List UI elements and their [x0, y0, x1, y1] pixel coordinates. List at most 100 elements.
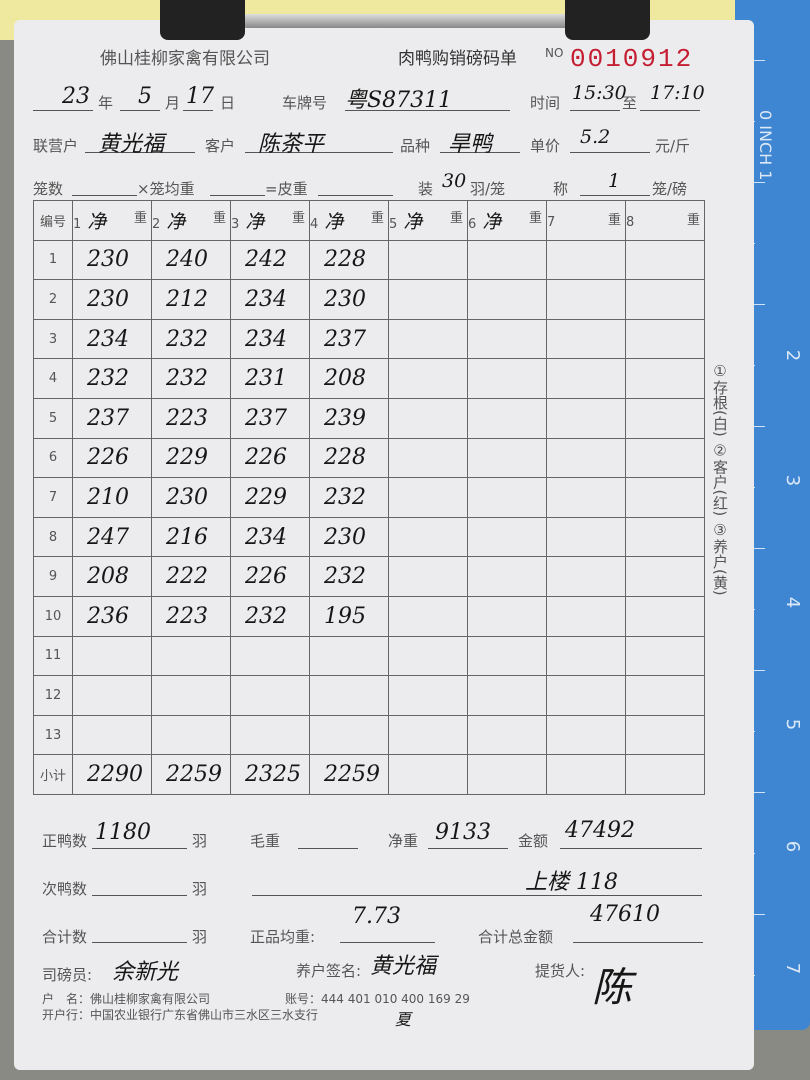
empty-cell [230, 675, 310, 716]
weight-cell: 229 [151, 437, 231, 479]
column-number: 5 [389, 216, 398, 232]
empty-cell [546, 595, 626, 637]
weight-cell: 234 [230, 516, 310, 558]
weight-value: 231 [245, 366, 287, 392]
empty-cell [467, 595, 547, 637]
column-header: 7 重 [546, 200, 626, 241]
subtotal-value: 2325 [245, 762, 301, 788]
column-number: 3 [231, 216, 240, 232]
empty-cell [546, 516, 626, 558]
empty-cell [625, 437, 705, 479]
weight-cell: 239 [309, 397, 389, 439]
empty-cell [467, 675, 547, 716]
column-unit: 重 [686, 213, 700, 229]
year: 23 [62, 84, 90, 109]
empty-cell [546, 279, 626, 320]
empty-cell [151, 714, 231, 756]
weight-value: 232 [324, 484, 366, 510]
empty-cell [546, 239, 626, 281]
weigh-label: 称 [553, 180, 569, 198]
empty-cell [625, 635, 705, 677]
column-unit: 重 [133, 210, 147, 226]
row-number: 12 [33, 675, 73, 716]
total-count-label: 合计数 [42, 928, 88, 946]
day-label: 日 [220, 94, 236, 112]
column-mark: 净 [403, 210, 423, 233]
unit-label: 羽 [192, 928, 208, 946]
weight-cell: 237 [309, 318, 389, 360]
ruler-number: 7 [782, 962, 804, 975]
empty-cell [467, 556, 547, 597]
cages-label: 笼数 [33, 180, 64, 198]
weight-value: 216 [166, 524, 208, 550]
header-no: 编号 [33, 200, 73, 241]
weight-cell: 230 [309, 279, 389, 320]
weight-value: 208 [324, 366, 366, 392]
weight-value: 234 [245, 524, 287, 550]
empty-cell [309, 675, 389, 716]
plate-label: 车牌号 [282, 94, 328, 112]
empty-cell [467, 516, 547, 558]
time-from: 15:30 [572, 82, 627, 104]
weight-cell: 234 [72, 318, 152, 360]
subtotal-label: 小计 [33, 754, 73, 795]
empty-cell [388, 279, 468, 320]
empty-cell [309, 714, 389, 756]
weight-value: 226 [245, 445, 287, 471]
weight-cell: 232 [230, 595, 310, 637]
row-number: 5 [33, 397, 73, 439]
unit-price: 5.2 [580, 126, 611, 148]
net-weight: 9133 [435, 820, 491, 845]
empty-cell [388, 595, 468, 637]
farmer-sign-label: 养户签名: [296, 962, 362, 980]
column-number: 2 [152, 216, 161, 232]
column-header: 6 净 重 [467, 200, 547, 241]
column-unit: 重 [291, 210, 305, 226]
row-number: 3 [33, 318, 73, 360]
empty-cell [467, 239, 547, 281]
weight-value: 234 [87, 326, 129, 352]
column-number: 4 [310, 216, 319, 232]
weight-cell: 230 [309, 516, 389, 558]
empty-cell [625, 516, 705, 558]
price-unit: 元/斤 [655, 137, 691, 155]
total-amount-label: 合计总金额 [478, 928, 554, 946]
weight-value: 230 [87, 286, 129, 312]
handwritten-mark: 夏 [395, 1010, 412, 1029]
empty-cell [388, 437, 468, 479]
weight-cell: 232 [151, 318, 231, 360]
weight-cell: 230 [72, 239, 152, 281]
subtotal-cell: 2290 [72, 754, 152, 795]
empty-cell [467, 635, 547, 677]
account-number: 账号：444 401 010 400 169 29 [285, 992, 470, 1006]
ruler-number: 2 [782, 349, 804, 362]
form-title: 肉鸭购销磅码单 [398, 49, 517, 69]
avg-weight: 7.73 [352, 904, 401, 929]
table-row: 5 237 223 237 239 [33, 397, 705, 439]
good-count-label: 正鸭数 [42, 832, 88, 850]
weight-cell: 234 [230, 318, 310, 360]
weight-cell: 234 [230, 279, 310, 320]
weight-cell: 228 [309, 239, 389, 281]
weight-cell: 195 [309, 595, 389, 637]
net-label: 净重 [388, 832, 419, 850]
weigh-unit: 笼/磅 [652, 180, 688, 198]
weight-cell: 223 [151, 397, 231, 439]
weight-value: 232 [166, 326, 208, 352]
weight-cell: 232 [309, 556, 389, 597]
weight-value: 229 [245, 484, 287, 510]
ruler-number: 3 [782, 474, 804, 487]
column-unit: 重 [212, 210, 226, 226]
column-number: 1 [73, 216, 82, 232]
row-number: 4 [33, 358, 73, 399]
empty-cell [546, 397, 626, 439]
unit-label: 羽 [192, 832, 208, 850]
weight-cell: 242 [230, 239, 310, 281]
empty-cell [546, 318, 626, 360]
weight-value: 240 [166, 247, 208, 273]
time-to: 17:10 [650, 82, 705, 104]
row-number: 8 [33, 516, 73, 558]
weight-value: 232 [166, 366, 208, 392]
serial-number: 0010912 [570, 44, 694, 74]
